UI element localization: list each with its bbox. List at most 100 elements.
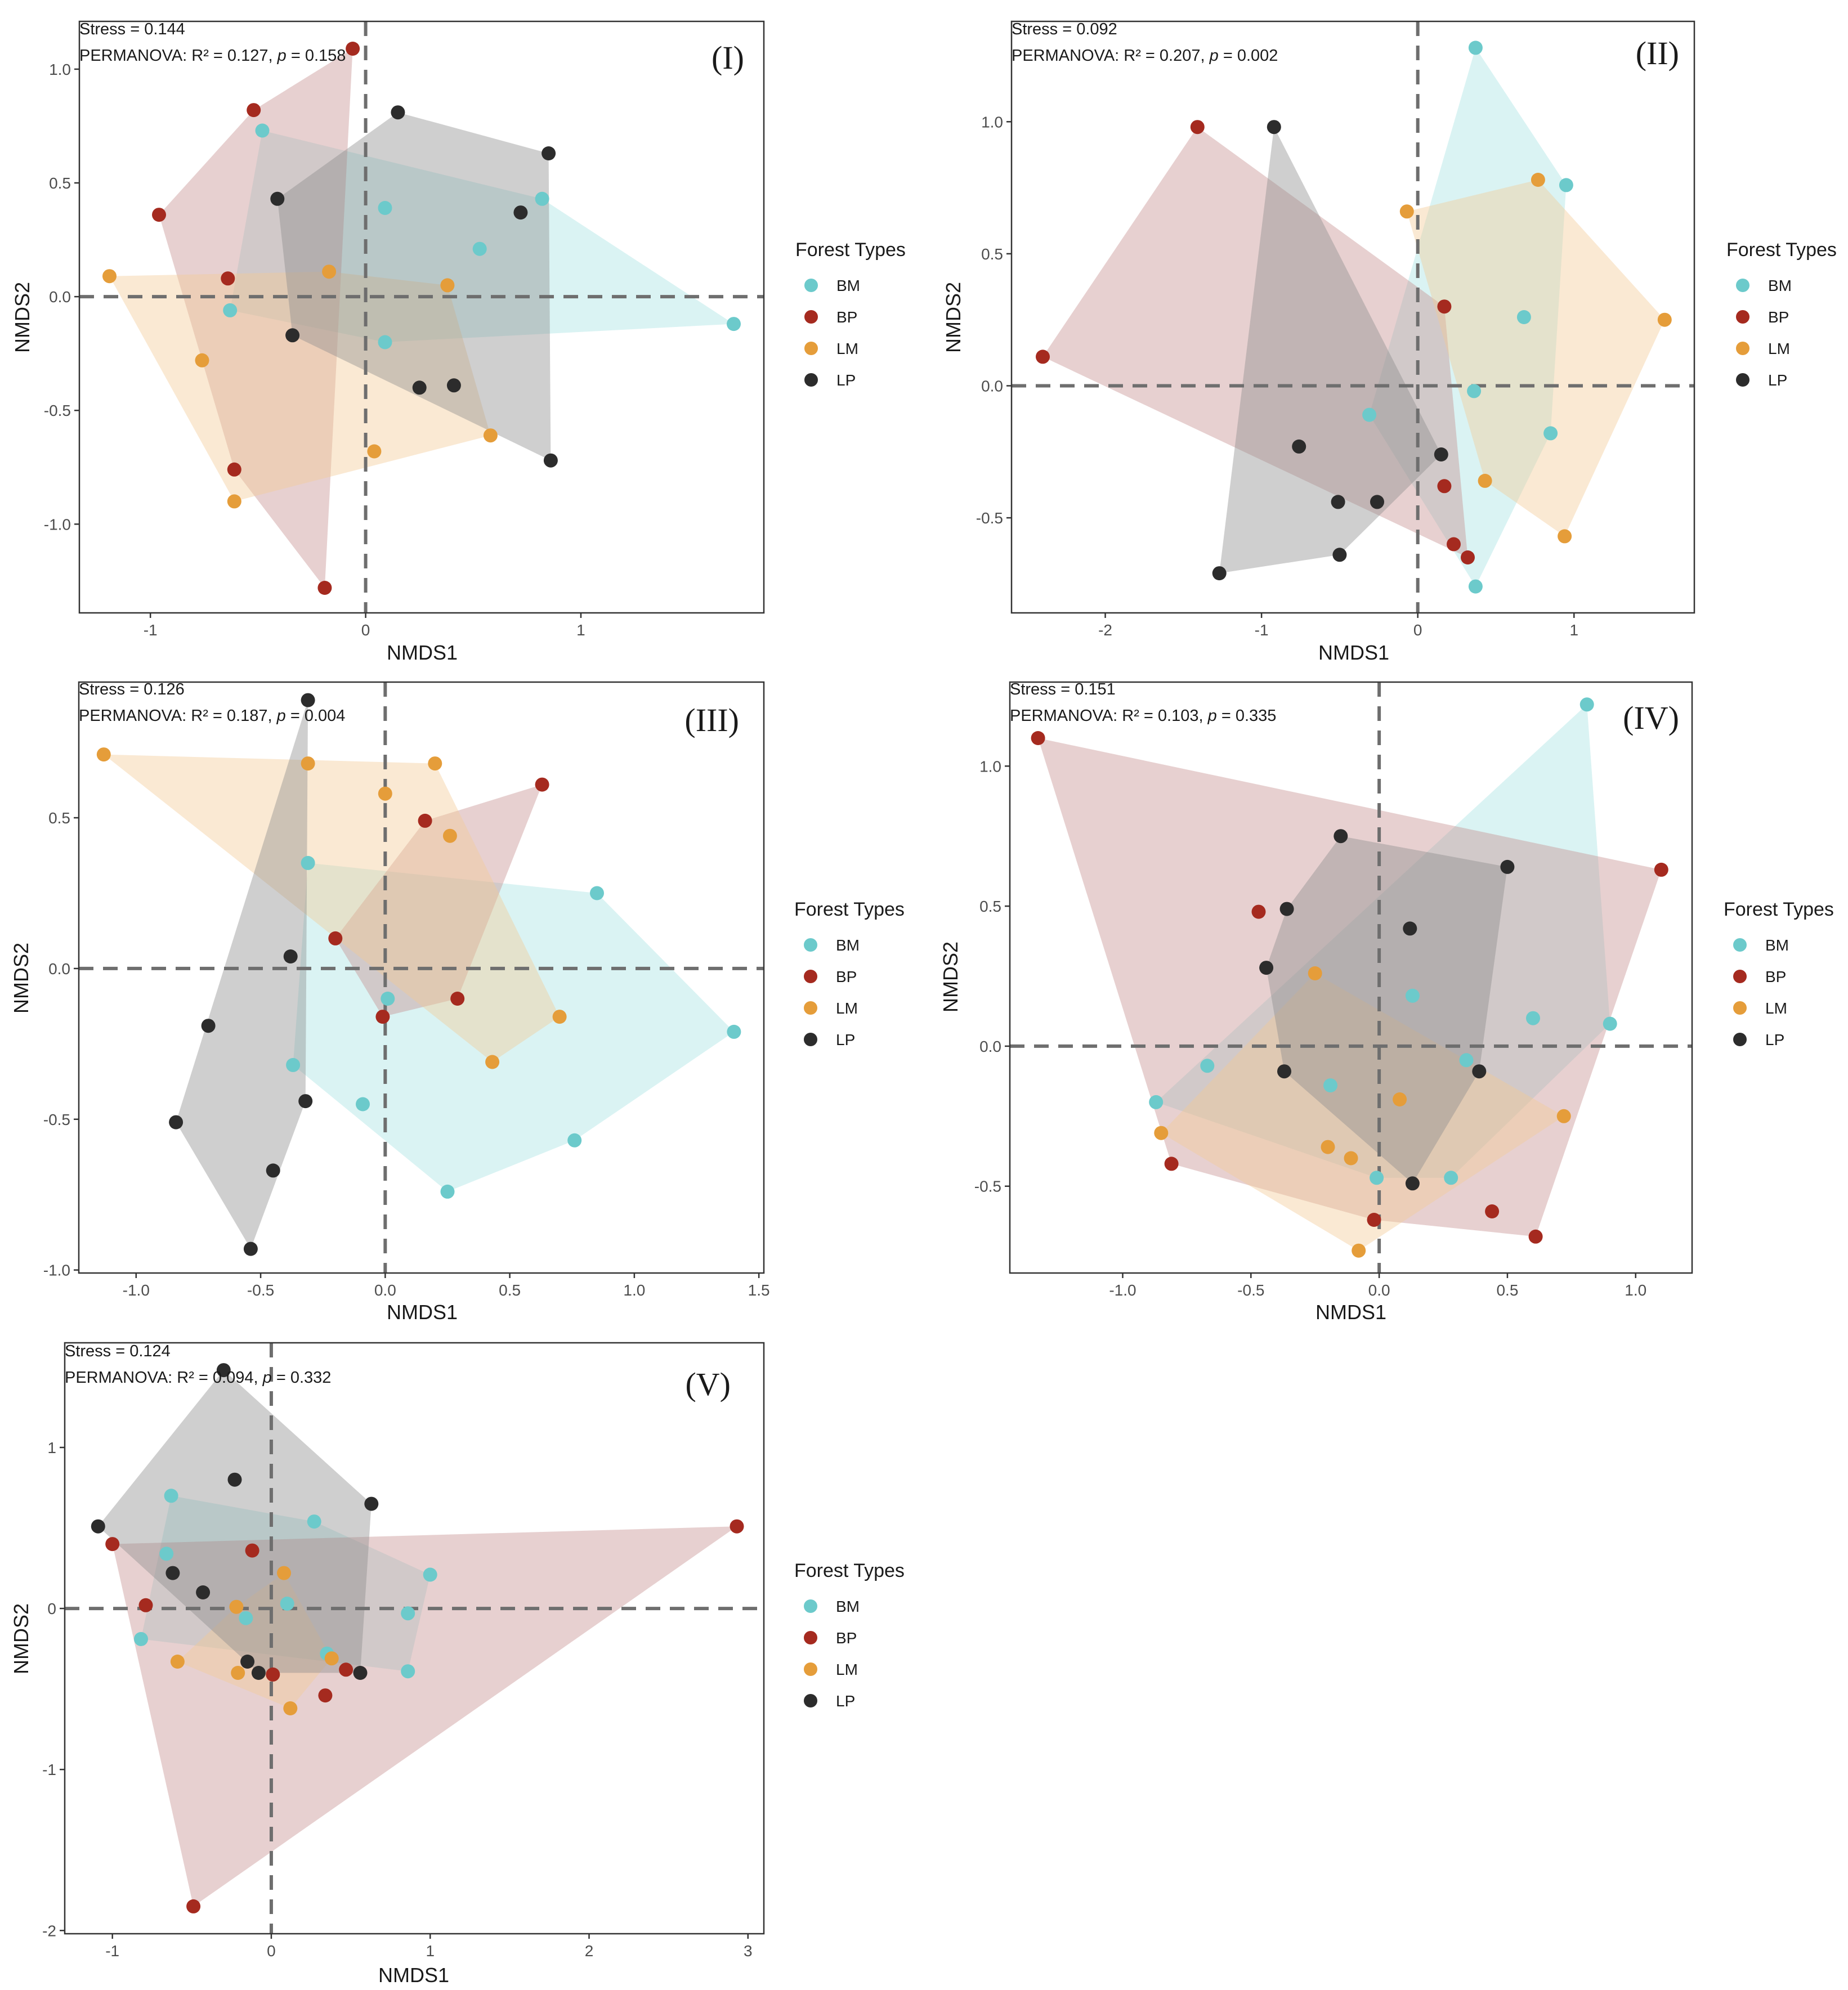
- y-tick-label: 0.0: [979, 1038, 1001, 1055]
- y-tick-label: 1.0: [49, 61, 71, 78]
- plot-border: [78, 681, 765, 1274]
- plot-content: [1010, 682, 1692, 1273]
- point-lp: [1259, 961, 1274, 975]
- point-lp: [1334, 829, 1348, 844]
- x-tick-label: 0.0: [1368, 1281, 1390, 1299]
- plot-content: [79, 682, 764, 1273]
- point-bm: [239, 1611, 253, 1625]
- point-lm: [1344, 1151, 1358, 1166]
- point-lm: [301, 756, 315, 771]
- point-bm: [255, 123, 270, 138]
- x-tick-label: -0.5: [1237, 1281, 1264, 1299]
- point-lm: [552, 1010, 567, 1024]
- x-tick-label: 1.0: [1625, 1281, 1646, 1299]
- point-bp: [266, 1667, 280, 1682]
- point-lp: [285, 328, 300, 343]
- point-lm: [195, 353, 209, 367]
- y-axis-title: NMDS2: [939, 942, 962, 1012]
- legend-label-bp: BP: [836, 1629, 857, 1647]
- legend-label-lp: LP: [836, 1692, 855, 1710]
- hull-lp: [1219, 127, 1442, 573]
- point-bp: [375, 1010, 390, 1024]
- plot-content: [1012, 21, 1694, 613]
- point-bm: [356, 1097, 370, 1111]
- point-lm: [1321, 1140, 1335, 1154]
- permanova-annotation: PERMANOVA: R² = 0.187, p = 0.004: [79, 707, 345, 725]
- point-lp: [412, 380, 427, 395]
- point-lp: [353, 1666, 368, 1680]
- hull-lp: [98, 1370, 372, 1673]
- point-lp: [169, 1115, 184, 1130]
- point-lp: [391, 105, 405, 120]
- point-bp: [346, 42, 360, 56]
- point-bm: [440, 1184, 455, 1199]
- legend-key-bm: [804, 1599, 817, 1613]
- hull-bp: [112, 1526, 737, 1907]
- y-axis-title: NMDS2: [10, 943, 33, 1014]
- permanova-annotation: PERMANOVA: R² = 0.103, p = 0.335: [1010, 707, 1276, 725]
- point-lp: [201, 1019, 216, 1033]
- y-tick-label: 0.0: [981, 377, 1003, 395]
- y-tick-label: -0.5: [974, 1178, 1001, 1195]
- plot-background: [79, 682, 764, 1273]
- point-lm: [485, 1055, 500, 1069]
- stress-annotation: Stress = 0.126: [79, 680, 185, 698]
- point-bp: [1485, 1204, 1500, 1218]
- x-tick-label: 1: [576, 621, 585, 639]
- point-lm: [231, 1666, 245, 1680]
- point-bp: [1447, 537, 1461, 552]
- legend-key-bp: [804, 1631, 817, 1644]
- plot-border: [1010, 20, 1695, 614]
- y-tick-label: -2: [42, 1922, 56, 1939]
- legend-key-lm: [804, 1001, 817, 1015]
- y-tick-label: -1: [42, 1761, 56, 1778]
- point-bm: [567, 1133, 582, 1148]
- point-bm: [159, 1547, 174, 1561]
- point-bp: [1437, 479, 1452, 494]
- x-axis-title: NMDS1: [1318, 641, 1389, 664]
- legend-label-bp: BP: [1768, 308, 1789, 326]
- plot-area: -1.0 -0.5 0.0 0.5 1.0 -0.5 0.0 0.5 1.0: [974, 681, 1693, 1299]
- point-bp: [1528, 1229, 1543, 1244]
- y-tick-label: -1.0: [43, 1262, 70, 1279]
- legend-label-lm: LM: [836, 1661, 858, 1678]
- point-bp: [227, 462, 241, 477]
- point-bm: [1149, 1095, 1164, 1109]
- point-lp: [1279, 902, 1294, 916]
- x-tick-label: 1: [1569, 621, 1578, 639]
- legend: Forest Types BM BP LM LP: [1724, 899, 1834, 1048]
- point-lm: [1399, 204, 1414, 219]
- point-lm: [229, 1599, 244, 1614]
- point-lp: [1332, 548, 1347, 562]
- y-tick-label: 0.0: [48, 960, 70, 978]
- hull-lm: [1407, 180, 1665, 536]
- point-bm: [1370, 1171, 1384, 1185]
- panel-label: (III): [684, 702, 739, 738]
- legend-key-bp: [1733, 970, 1747, 983]
- point-lm: [483, 428, 498, 443]
- point-bm: [1323, 1078, 1337, 1093]
- x-tick-label: 1: [426, 1942, 435, 1960]
- hull-bm: [293, 863, 734, 1192]
- plot-background: [1010, 682, 1692, 1273]
- point-bp: [450, 992, 465, 1006]
- x-tick-label: 0: [361, 621, 370, 639]
- panel-iii: -1.0 -0.5 0.0 0.5 1.0 1.5 -1.0 -0.5 0.0 0.5 Stres…: [10, 680, 905, 1324]
- permanova-annotation: PERMANOVA: R² = 0.127, p = 0.158: [79, 47, 346, 65]
- hull-bm: [141, 1495, 431, 1671]
- y-tick-label: 0.5: [49, 174, 71, 192]
- point-bm: [1468, 579, 1483, 594]
- point-lp: [1267, 120, 1281, 135]
- x-tick-label: 1.5: [748, 1281, 770, 1299]
- point-lp: [1292, 439, 1306, 454]
- plot-background: [1012, 21, 1694, 613]
- x-tick-label: -0.5: [247, 1281, 274, 1299]
- point-bp: [186, 1899, 201, 1913]
- point-bm: [472, 241, 487, 256]
- x-tick-label: 1.0: [623, 1281, 645, 1299]
- y-tick-label: 0: [47, 1600, 56, 1617]
- hull-lp: [1266, 836, 1507, 1184]
- point-bm: [1543, 426, 1558, 441]
- y-tick-label: 0.5: [48, 809, 70, 827]
- point-bp: [318, 1688, 333, 1703]
